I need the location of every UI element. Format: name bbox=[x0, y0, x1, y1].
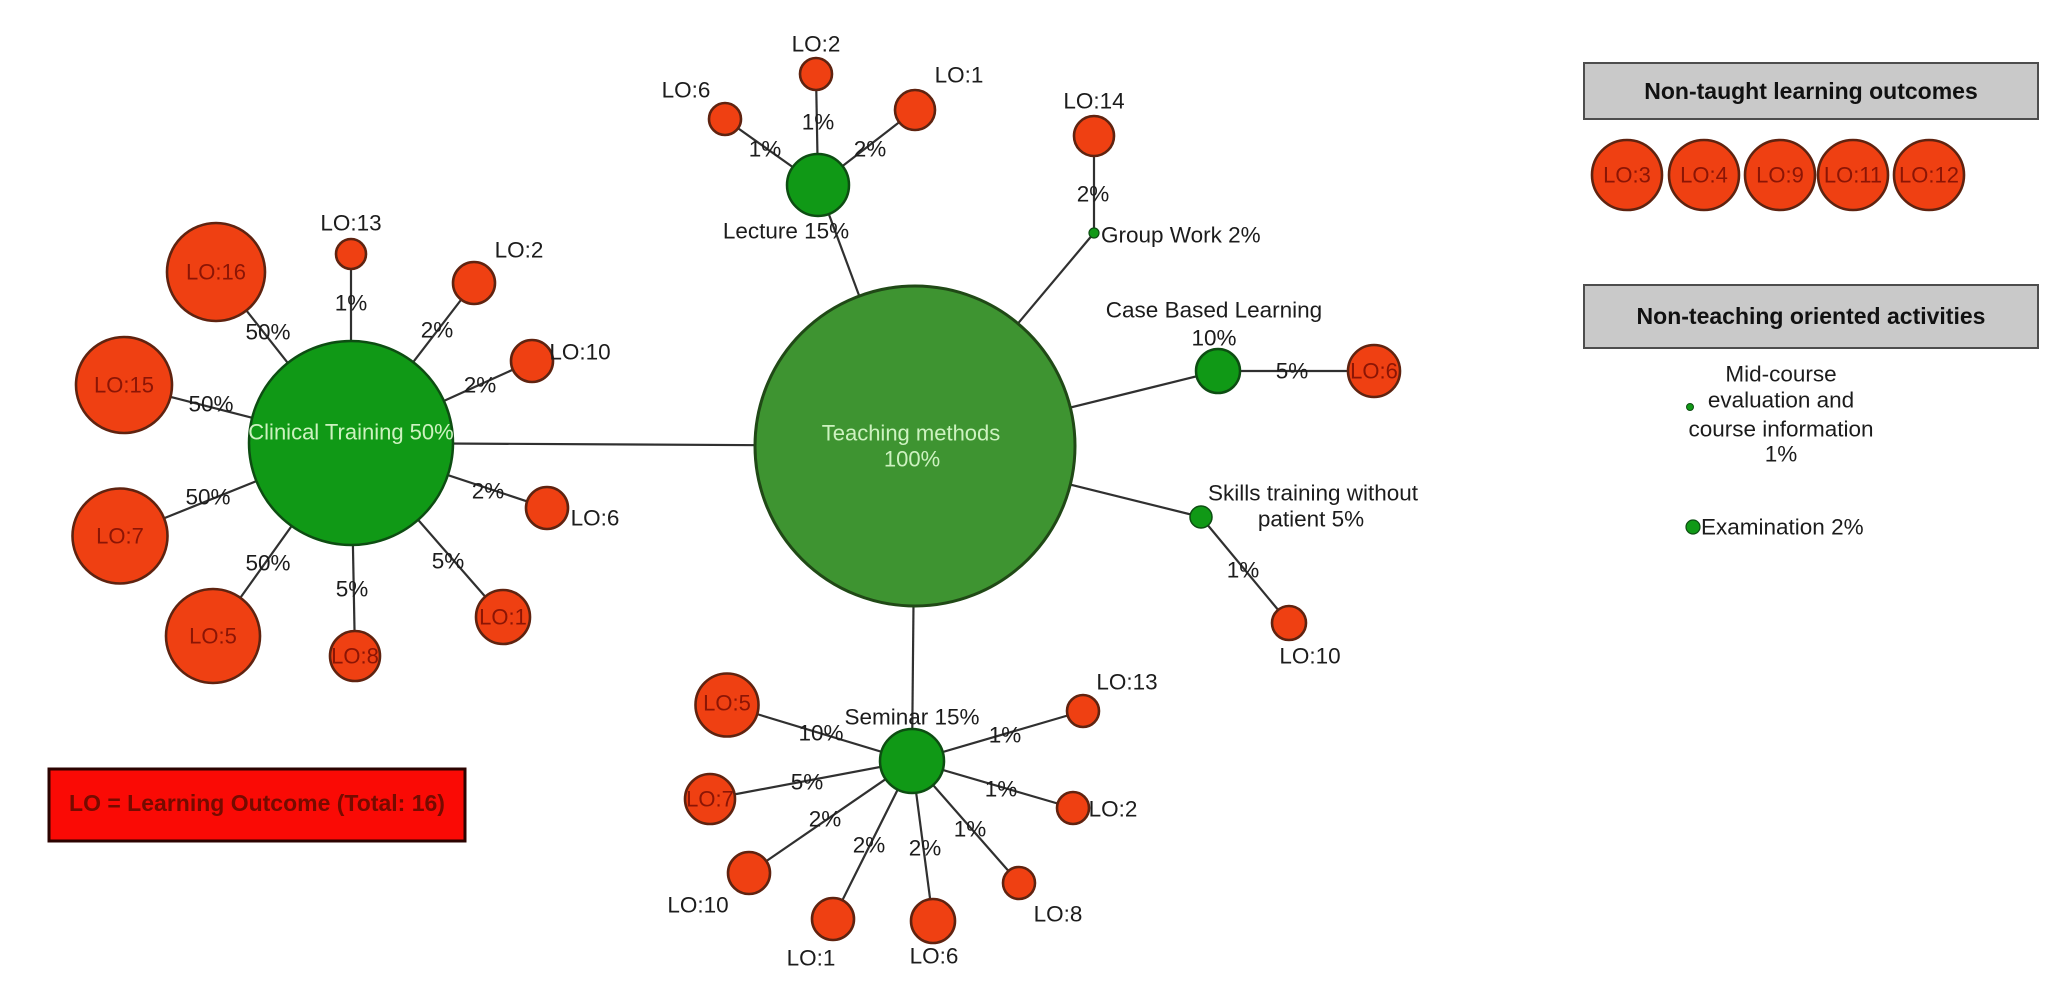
svg-text:100%: 100% bbox=[884, 447, 940, 472]
svg-text:1%: 1% bbox=[802, 110, 835, 135]
svg-text:LO:3: LO:3 bbox=[1603, 163, 1651, 188]
svg-text:LO:7: LO:7 bbox=[96, 524, 144, 549]
svg-text:LO:16: LO:16 bbox=[186, 260, 246, 285]
svg-text:2%: 2% bbox=[854, 137, 887, 162]
svg-text:LO:2: LO:2 bbox=[495, 238, 544, 263]
svg-text:1%: 1% bbox=[985, 777, 1018, 802]
svg-text:LO:10: LO:10 bbox=[1279, 644, 1340, 669]
svg-text:50%: 50% bbox=[185, 485, 230, 510]
svg-text:LO:13: LO:13 bbox=[320, 211, 381, 236]
svg-text:Teaching methods: Teaching methods bbox=[822, 421, 1001, 446]
svg-text:LO:6: LO:6 bbox=[662, 78, 711, 103]
svg-text:LO:14: LO:14 bbox=[1063, 89, 1124, 114]
svg-text:2%: 2% bbox=[421, 318, 454, 343]
svg-text:1%: 1% bbox=[335, 291, 368, 316]
svg-text:LO:2: LO:2 bbox=[1089, 797, 1138, 822]
svg-text:2%: 2% bbox=[909, 836, 942, 861]
svg-text:LO:8: LO:8 bbox=[1034, 902, 1083, 927]
svg-text:5%: 5% bbox=[791, 770, 824, 795]
svg-text:LO:10: LO:10 bbox=[549, 340, 610, 365]
svg-text:LO:5: LO:5 bbox=[189, 624, 237, 649]
svg-text:LO:13: LO:13 bbox=[1096, 670, 1157, 695]
svg-text:10%: 10% bbox=[798, 721, 843, 746]
svg-text:2%: 2% bbox=[472, 479, 505, 504]
svg-text:Non-taught learning outcomes: Non-taught learning outcomes bbox=[1644, 78, 1978, 104]
svg-text:2%: 2% bbox=[1077, 182, 1110, 207]
svg-text:LO:6: LO:6 bbox=[910, 944, 959, 969]
svg-text:50%: 50% bbox=[188, 392, 233, 417]
svg-text:1%: 1% bbox=[749, 137, 782, 162]
svg-text:5%: 5% bbox=[1276, 359, 1309, 384]
svg-text:Case Based Learning: Case Based Learning bbox=[1106, 298, 1322, 323]
svg-text:5%: 5% bbox=[432, 549, 465, 574]
svg-text:Examination 2%: Examination 2% bbox=[1701, 515, 1864, 540]
svg-text:1%: 1% bbox=[989, 723, 1022, 748]
svg-text:LO:15: LO:15 bbox=[94, 373, 154, 398]
svg-text:LO:4: LO:4 bbox=[1680, 163, 1728, 188]
svg-text:LO:8: LO:8 bbox=[331, 644, 379, 669]
svg-text:LO:5: LO:5 bbox=[703, 691, 751, 716]
svg-text:LO:10: LO:10 bbox=[667, 893, 728, 918]
svg-text:Group Work 2%: Group Work 2% bbox=[1101, 223, 1261, 248]
svg-text:LO:1: LO:1 bbox=[935, 63, 984, 88]
svg-text:1%: 1% bbox=[954, 817, 987, 842]
svg-text:patient 5%: patient 5% bbox=[1258, 507, 1364, 532]
svg-text:1%: 1% bbox=[1227, 558, 1260, 583]
svg-text:course information: course information bbox=[1688, 417, 1873, 442]
svg-text:Skills training without: Skills training without bbox=[1208, 481, 1419, 506]
svg-text:LO:9: LO:9 bbox=[1756, 163, 1804, 188]
svg-text:2%: 2% bbox=[853, 833, 886, 858]
svg-text:LO = Learning Outcome (Total:: LO = Learning Outcome (Total: 16) bbox=[69, 790, 445, 816]
svg-text:50%: 50% bbox=[245, 320, 290, 345]
svg-text:LO:11: LO:11 bbox=[1824, 163, 1882, 188]
svg-text:1%: 1% bbox=[1765, 442, 1798, 467]
svg-text:50%: 50% bbox=[245, 551, 290, 576]
svg-text:LO:6: LO:6 bbox=[1350, 359, 1398, 384]
svg-text:Lecture 15%: Lecture 15% bbox=[723, 219, 849, 244]
svg-text:5%: 5% bbox=[336, 577, 369, 602]
svg-text:Clinical Training 50%: Clinical Training 50% bbox=[248, 420, 453, 445]
svg-text:LO:7: LO:7 bbox=[686, 787, 734, 812]
svg-text:2%: 2% bbox=[809, 807, 842, 832]
svg-text:LO:6: LO:6 bbox=[571, 506, 620, 531]
svg-text:Mid-course: Mid-course bbox=[1725, 362, 1836, 387]
svg-text:LO:2: LO:2 bbox=[792, 32, 841, 57]
svg-text:2%: 2% bbox=[464, 373, 497, 398]
svg-text:Non-teaching oriented activiti: Non-teaching oriented activities bbox=[1637, 303, 1986, 329]
svg-text:evaluation and: evaluation and bbox=[1708, 388, 1854, 413]
svg-text:LO:1: LO:1 bbox=[787, 946, 836, 971]
svg-text:10%: 10% bbox=[1191, 326, 1236, 351]
svg-text:LO:1: LO:1 bbox=[479, 605, 527, 630]
svg-text:LO:12: LO:12 bbox=[1899, 163, 1959, 188]
svg-text:Seminar 15%: Seminar 15% bbox=[844, 705, 979, 730]
